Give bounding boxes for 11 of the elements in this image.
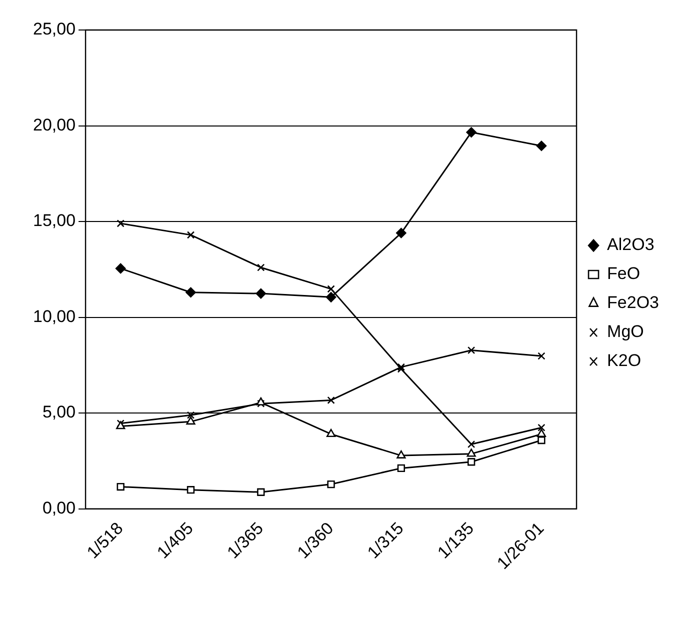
y-tick-label: 15,00 xyxy=(32,211,76,230)
y-tick-label: 10,00 xyxy=(32,306,76,326)
legend-label: MgO xyxy=(607,322,644,342)
legend-label: Fe2O3 xyxy=(607,293,660,312)
legend-label: FeO xyxy=(607,264,640,284)
legend-label: K2O xyxy=(607,351,642,370)
y-tick-label: 20,00 xyxy=(32,115,76,134)
y-tick-label: 5,00 xyxy=(42,402,76,422)
y-tick-label: 0,00 xyxy=(42,498,76,518)
y-tick-label: 25,00 xyxy=(32,20,76,39)
legend-label: Al2O3 xyxy=(607,235,654,254)
